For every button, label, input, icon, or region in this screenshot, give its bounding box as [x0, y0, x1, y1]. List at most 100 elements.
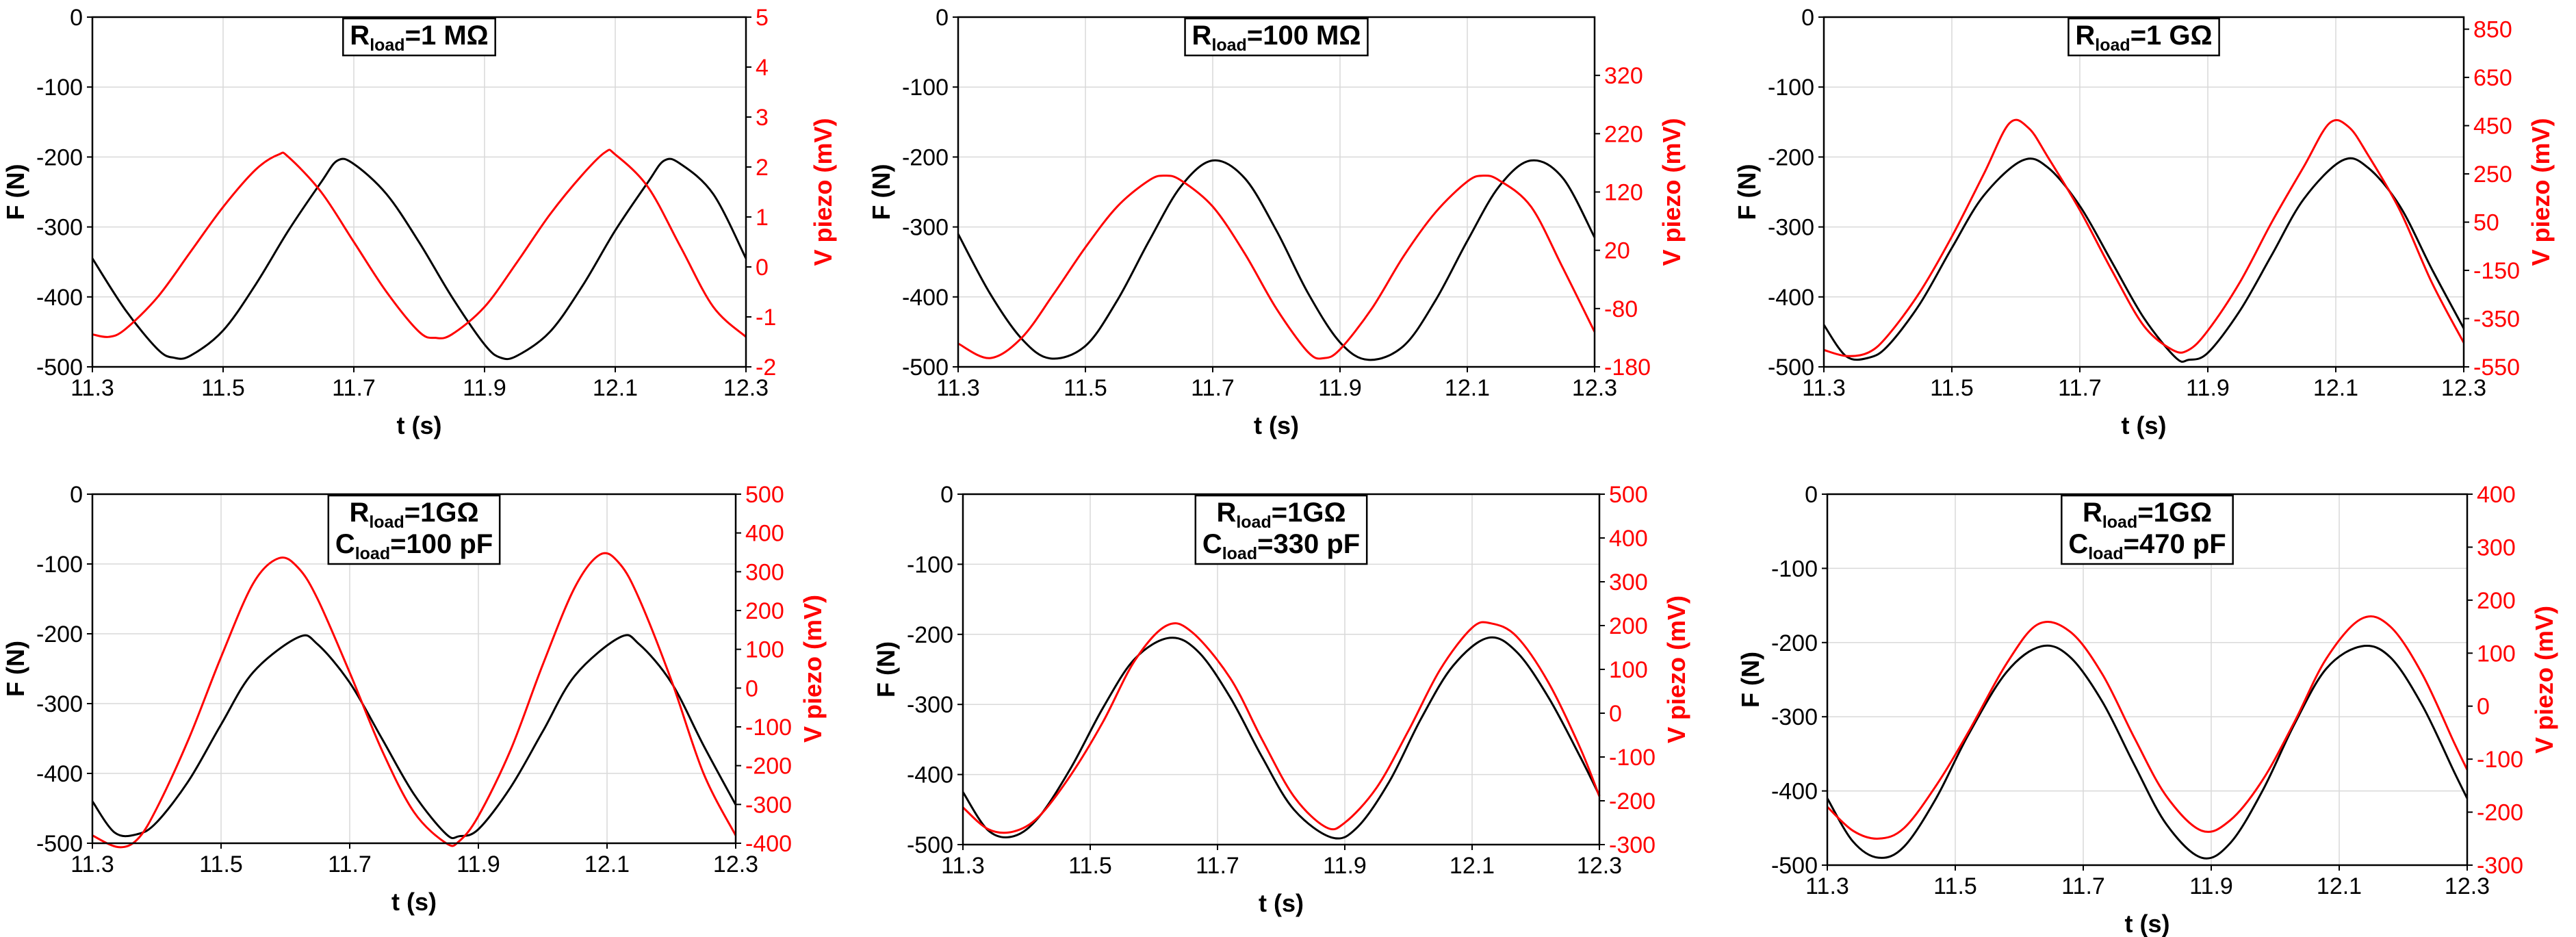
y2-tick-label: -550 [2473, 355, 2520, 381]
y-left-axis-title: F (N) [867, 164, 895, 220]
y-left-tick-labels: 0 -100 -200 -300 -400 -500 [902, 5, 958, 381]
title-value: =1 GΩ [2130, 21, 2213, 51]
series-line-v-piezo [957, 175, 1596, 360]
y2-tick-label: 120 [1604, 180, 1643, 206]
x-axis-title: t (s) [2125, 910, 2170, 937]
y2-tick-label: 850 [2473, 17, 2512, 43]
title-subscript: load [2095, 36, 2130, 55]
title-value: =1GΩ [404, 498, 479, 528]
y2-tick-label: 3 [756, 105, 769, 131]
y-tick-label: 0 [1801, 5, 1814, 31]
y2-tick-label: 300 [745, 559, 784, 585]
y2-tick-label: -200 [2477, 800, 2523, 826]
y-tick-label: 0 [936, 5, 949, 31]
x-tick-label: 11.3 [1805, 873, 1849, 899]
title-line: Cload=470 pF [2068, 529, 2226, 563]
title-symbol: R [1192, 21, 1212, 51]
x-axis-title: t (s) [1259, 889, 1304, 917]
series-line-force [91, 157, 747, 361]
x-tick-label: 11.5 [1933, 873, 1977, 899]
y2-tick-label: -100 [2477, 747, 2523, 773]
y2-tick-label: 500 [745, 482, 784, 508]
x-tick-label: 12.1 [584, 851, 630, 877]
y2-tick-label: 100 [745, 637, 784, 663]
title-box-frame [2068, 17, 2220, 57]
x-tick-labels: 11.3 11.5 11.7 11.9 12.1 12.3 [936, 367, 1617, 401]
y2-tick-label: -100 [1609, 745, 1656, 771]
x-tick-label: 11.9 [1323, 853, 1367, 879]
x-tick-label: 12.3 [1572, 375, 1617, 401]
y2-tick-label: 100 [1609, 657, 1648, 683]
x-tick-label: 11.3 [70, 375, 114, 401]
x-tick-label: 11.3 [70, 851, 114, 877]
y2-tick-label: -200 [1609, 788, 1656, 814]
y-tick-label: -200 [907, 622, 953, 648]
x-tick-label: 11.3 [936, 375, 980, 401]
x-tick-label: 11.3 [1802, 375, 1846, 401]
x-axis-title: t (s) [391, 888, 437, 916]
title-line: Cload=100 pF [335, 529, 493, 563]
y-tick-label: -100 [1768, 75, 1814, 101]
y2-tick-label: -180 [1604, 355, 1651, 381]
x-tick-labels: 11.3 11.5 11.7 11.9 12.1 12.3 [941, 845, 1622, 879]
panel-c-100p: 11.3 11.5 11.7 11.9 12.1 12.3 0 -100 -200 -300 -4… [1, 482, 827, 916]
y-tick-label: -100 [1771, 556, 1818, 582]
y2-tick-label: 20 [1604, 238, 1630, 264]
x-tick-label: 11.7 [1191, 375, 1235, 401]
series-line-v-piezo [1823, 118, 2465, 357]
x-tick-label: 11.7 [2058, 375, 2102, 401]
y-tick-label: -300 [1771, 704, 1818, 730]
series-lines [1826, 615, 2469, 860]
x-tick-label: 11.7 [1196, 853, 1239, 879]
title-subscript: load [369, 513, 404, 532]
panel-c-470p: 11.3 11.5 11.7 11.9 12.1 12.3 0 -100 -200 -300 -4… [1736, 482, 2558, 937]
x-tick-label: 11.5 [1930, 375, 1974, 401]
x-tick-label: 11.9 [2189, 873, 2233, 899]
y-right-axis-title: V piezo (mV) [809, 118, 837, 266]
y-right-tick-labels: 400 300 200 100 0 -100 -200 -300 [2467, 482, 2523, 879]
title-subscript: load [2102, 513, 2137, 532]
panel-title-box: Rload=100 MΩ [1184, 17, 1369, 57]
title-line: Rload=100 MΩ [1192, 21, 1361, 55]
x-tick-label: 11.5 [1068, 853, 1112, 879]
x-tick-label: 11.7 [2061, 873, 2105, 899]
y-tick-label: -100 [36, 552, 83, 578]
y-tick-label: -400 [1768, 285, 1814, 311]
x-tick-label: 11.9 [456, 851, 500, 877]
title-symbol: R [2075, 21, 2095, 51]
y2-tick-label: -300 [1609, 832, 1656, 858]
y-tick-label: -200 [1771, 630, 1818, 656]
y-tick-label: -100 [36, 75, 83, 101]
y-tick-label: -500 [36, 831, 83, 857]
y-tick-label: -500 [902, 355, 949, 381]
title-subscript: load [370, 36, 404, 55]
title-value: =470 pF [2124, 529, 2226, 559]
title-symbol: R [1216, 498, 1236, 528]
title-box-frame [1184, 17, 1369, 57]
y2-tick-label: -300 [2477, 853, 2523, 879]
y2-tick-label: 220 [1604, 121, 1643, 147]
y-tick-label: -300 [36, 691, 83, 717]
y2-tick-label: 200 [2477, 588, 2516, 614]
title-symbol: R [349, 498, 369, 528]
plot-frame [1822, 16, 2465, 368]
x-axis-title: t (s) [397, 411, 442, 439]
title-value: =100 pF [390, 529, 493, 559]
y-tick-label: -500 [1768, 355, 1814, 381]
x-tick-label: 11.5 [201, 375, 245, 401]
series-line-v-piezo [92, 149, 747, 339]
y-tick-label: -200 [1768, 144, 1814, 170]
y-tick-label: -300 [907, 692, 953, 718]
series-lines [91, 552, 737, 849]
panel-rload-100m: 11.3 11.5 11.7 11.9 12.1 12.3 0 -100 -200 -300 -4… [867, 5, 1686, 439]
y2-tick-label: 400 [2477, 482, 2516, 508]
y-right-tick-labels: 500 400 300 200 100 0 -100 -200 -300 -400 [736, 482, 792, 857]
y2-tick-label: 0 [1609, 701, 1622, 727]
series-lines [1822, 118, 2465, 363]
x-tick-label: 11.3 [941, 853, 985, 879]
y-tick-label: -100 [902, 75, 949, 101]
